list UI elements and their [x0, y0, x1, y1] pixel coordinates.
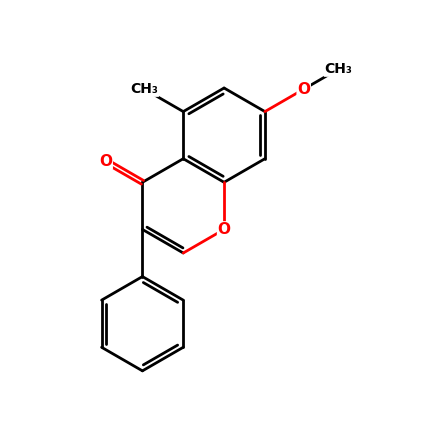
Text: CH₃: CH₃: [324, 62, 352, 76]
Text: O: O: [297, 82, 310, 97]
Text: O: O: [218, 222, 231, 237]
Text: CH₃: CH₃: [131, 82, 158, 96]
Text: O: O: [99, 154, 112, 169]
